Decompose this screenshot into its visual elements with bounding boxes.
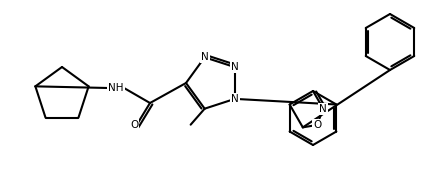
Text: NH: NH [108,83,124,93]
Text: O: O [130,120,138,130]
Text: N: N [319,104,327,114]
Text: N: N [201,52,209,62]
Text: N: N [231,62,239,72]
Text: O: O [313,120,321,130]
Text: N: N [231,94,239,104]
